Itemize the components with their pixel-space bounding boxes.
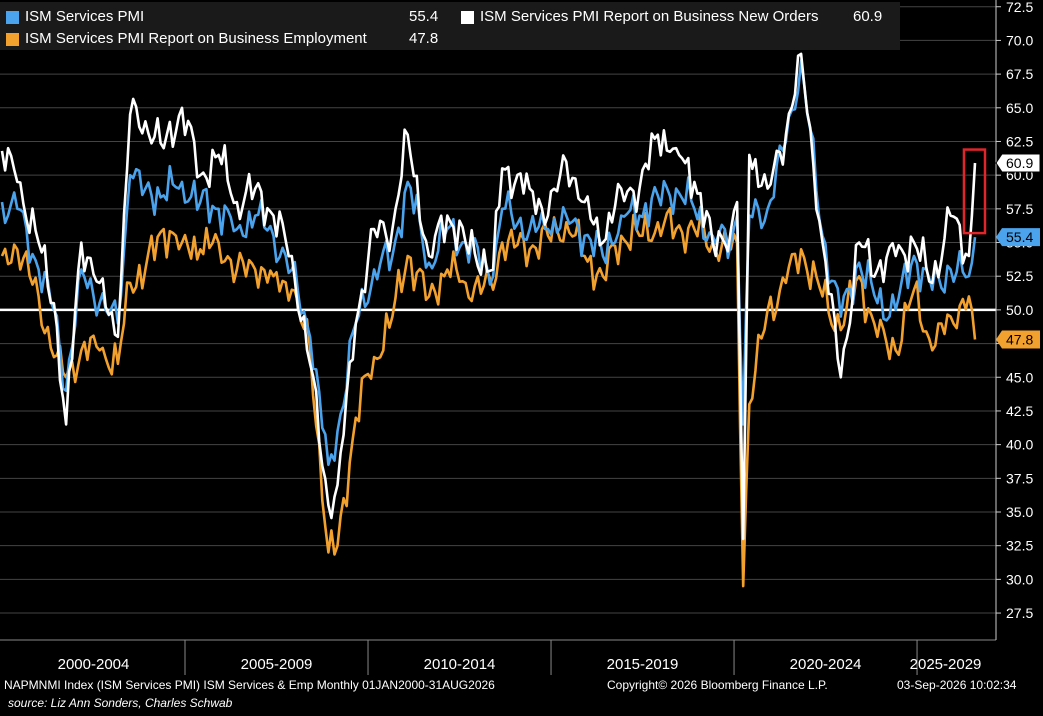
last-value-badge-employment: 47.8: [996, 330, 1040, 349]
highlight-box: [962, 148, 987, 235]
y-tick-label: 50.0: [1006, 302, 1033, 318]
legend-value-pmi: 55.4: [409, 8, 439, 25]
legend-item-employment: ISM Services PMI Report on Business Empl…: [6, 30, 446, 48]
legend-item-pmi: ISM Services PMI 55.4: [6, 8, 446, 26]
period-label: 2015-2019: [607, 656, 679, 673]
y-tick-label: 42.5: [1006, 403, 1033, 419]
period-label: 2005-2009: [241, 656, 313, 673]
footer-description: NAPMNMI Index (ISM Services PMI) ISM Ser…: [4, 678, 495, 692]
legend-label-new-orders: ISM Services PMI Report on Business New …: [480, 8, 819, 25]
legend-value-new-orders: 60.9: [853, 8, 883, 25]
legend-swatch-employment: [6, 33, 19, 46]
period-label: 2025-2029: [910, 656, 982, 673]
y-tick-label: 57.5: [1006, 201, 1033, 217]
last-value-badges: 47.8 55.4 60.9: [995, 153, 1041, 349]
period-label: 2000-2004: [58, 656, 130, 673]
period-axis: 2000-2004 2005-2009 2010-2014 2015-2019 2020…: [0, 639, 996, 675]
last-value-badge-bg: [995, 153, 1041, 173]
y-tick-label: 67.5: [1006, 66, 1033, 82]
last-value-badge-text: 60.9: [1006, 155, 1033, 171]
series-line-new_orders: [0, 52, 977, 541]
y-tick-label: 27.5: [1006, 605, 1033, 621]
y-tick-label: 70.0: [1006, 32, 1033, 48]
y-tick-label: 52.5: [1006, 268, 1033, 284]
legend-swatch-new-orders: [461, 11, 474, 24]
period-label: 2020-2024: [790, 656, 862, 673]
legend-item-new-orders: ISM Services PMI Report on Business New …: [461, 8, 891, 26]
last-value-badge-bg: [996, 330, 1040, 349]
y-tick-label: 30.0: [1006, 571, 1033, 587]
period-label: 2010-2014: [424, 656, 496, 673]
y-tick-label: 62.5: [1006, 133, 1033, 149]
y-tick-label: 35.0: [1006, 504, 1033, 520]
y-tick-label: 37.5: [1006, 470, 1033, 486]
last-value-badge-pmi: 55.4: [996, 228, 1040, 247]
y-tick-label: 40.0: [1006, 437, 1033, 453]
y-tick-label: 65.0: [1006, 100, 1033, 116]
y-tick-label: 72.5: [1006, 0, 1033, 15]
last-value-badge-new_orders: 60.9: [995, 153, 1041, 173]
last-value-badge-text: 47.8: [1006, 332, 1033, 348]
footer-timestamp: 03-Sep-2026 10:02:34: [897, 678, 1017, 692]
footer-source: source: Liz Ann Sonders, Charles Schwab: [8, 696, 233, 710]
y-tick-label: 32.5: [1006, 538, 1033, 554]
y-tick-label: 45.0: [1006, 369, 1033, 385]
series-line-pmi: [0, 59, 977, 467]
legend-swatch-pmi: [6, 11, 19, 24]
series-lines: [0, 52, 977, 588]
last-value-badge-text: 55.4: [1006, 229, 1033, 245]
last-value-badge-bg: [996, 228, 1040, 247]
legend-value-employment: 47.8: [409, 30, 439, 47]
legend: ISM Services PMI 55.4 ISM Services PMI R…: [0, 2, 900, 50]
footer-copyright: Copyright© 2026 Bloomberg Finance L.P.: [607, 678, 828, 692]
highlight-rect: [962, 148, 987, 235]
legend-label-pmi: ISM Services PMI: [25, 8, 145, 25]
legend-label-employment: ISM Services PMI Report on Business Empl…: [25, 30, 367, 47]
